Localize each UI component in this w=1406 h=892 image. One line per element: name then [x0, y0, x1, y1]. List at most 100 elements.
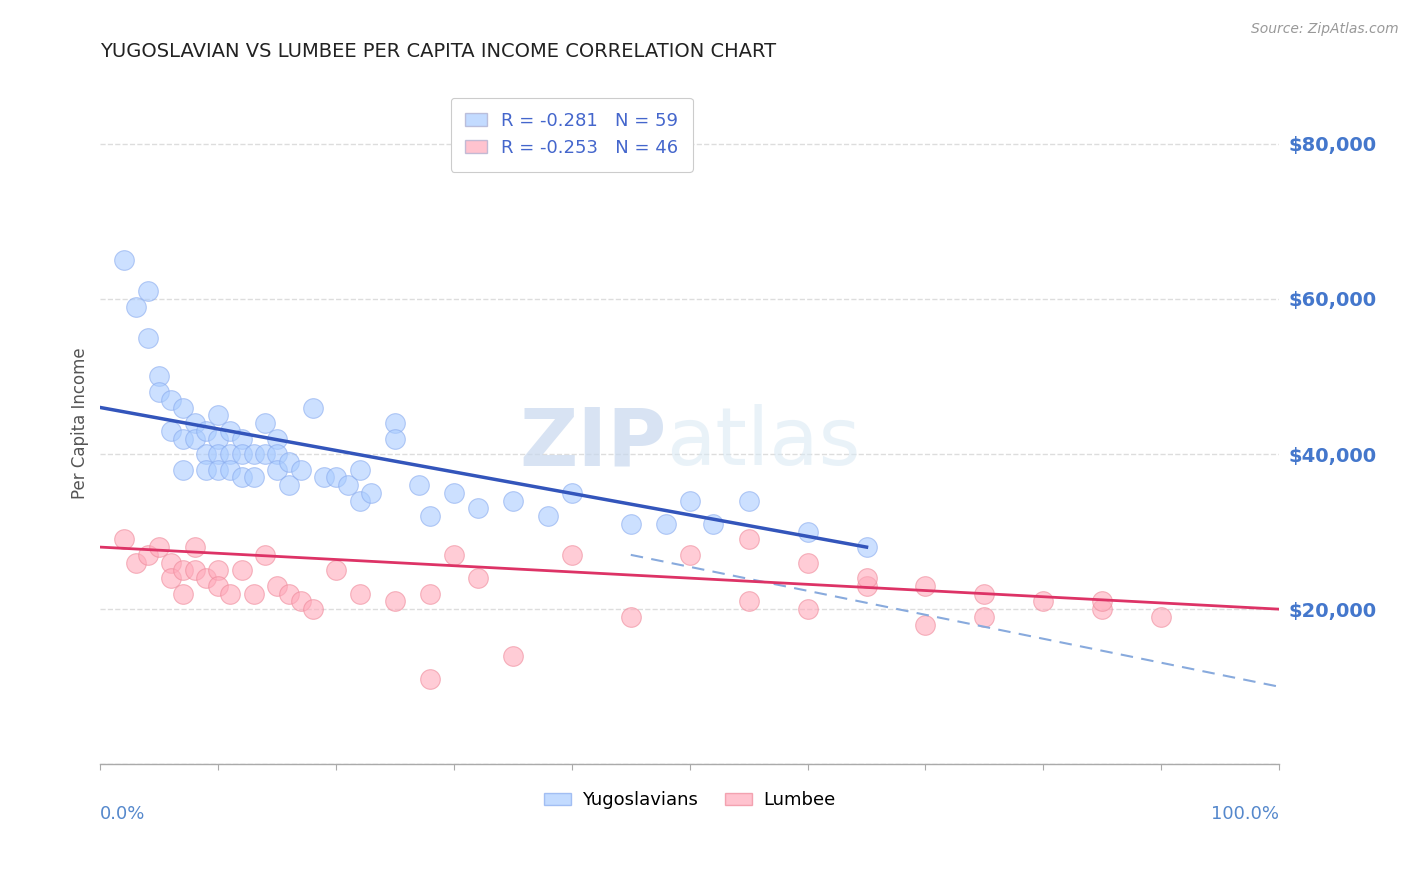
Point [384, 432, 406, 446]
Point [679, 493, 702, 508]
Point [160, 424, 183, 438]
Point [278, 478, 301, 492]
Point [278, 455, 301, 469]
Point [301, 602, 323, 616]
Point [796, 524, 818, 539]
Point [419, 509, 441, 524]
Y-axis label: Per Capita Income: Per Capita Income [72, 347, 89, 499]
Point [207, 563, 229, 577]
Point [467, 501, 489, 516]
Point [219, 424, 242, 438]
Point [620, 516, 643, 531]
Point [183, 416, 205, 430]
Point [1091, 594, 1114, 608]
Text: ZIP: ZIP [519, 404, 666, 483]
Text: Source: ZipAtlas.com: Source: ZipAtlas.com [1251, 22, 1399, 37]
Point [254, 447, 277, 461]
Point [148, 384, 170, 399]
Point [290, 594, 312, 608]
Point [112, 533, 135, 547]
Point [172, 563, 194, 577]
Point [136, 284, 159, 298]
Point [655, 516, 678, 531]
Point [1091, 602, 1114, 616]
Point [360, 485, 382, 500]
Point [336, 478, 359, 492]
Point [172, 401, 194, 415]
Text: atlas: atlas [666, 404, 860, 483]
Point [419, 672, 441, 686]
Point [502, 493, 524, 508]
Point [160, 392, 183, 407]
Point [160, 571, 183, 585]
Point [325, 563, 347, 577]
Point [855, 540, 877, 554]
Point [419, 587, 441, 601]
Point [254, 548, 277, 562]
Point [219, 587, 242, 601]
Point [266, 432, 288, 446]
Point [254, 416, 277, 430]
Point [112, 253, 135, 268]
Point [160, 556, 183, 570]
Point [301, 401, 323, 415]
Point [349, 462, 371, 476]
Point [537, 509, 560, 524]
Point [242, 447, 264, 461]
Point [125, 556, 148, 570]
Point [679, 548, 702, 562]
Point [737, 594, 759, 608]
Point [242, 587, 264, 601]
Point [195, 462, 218, 476]
Point [384, 416, 406, 430]
Point [125, 300, 148, 314]
Point [219, 462, 242, 476]
Point [148, 369, 170, 384]
Point [325, 470, 347, 484]
Point [1032, 594, 1054, 608]
Point [408, 478, 430, 492]
Point [195, 571, 218, 585]
Point [172, 587, 194, 601]
Point [855, 579, 877, 593]
Point [855, 571, 877, 585]
Point [136, 331, 159, 345]
Point [737, 533, 759, 547]
Point [231, 470, 253, 484]
Point [148, 540, 170, 554]
Point [207, 462, 229, 476]
Point [266, 579, 288, 593]
Point [737, 493, 759, 508]
Point [231, 563, 253, 577]
Point [136, 548, 159, 562]
Point [914, 579, 936, 593]
Point [349, 493, 371, 508]
Point [502, 648, 524, 663]
Legend: Yugoslavians, Lumbee: Yugoslavians, Lumbee [537, 784, 842, 817]
Point [973, 587, 995, 601]
Point [384, 594, 406, 608]
Point [561, 485, 583, 500]
Point [207, 579, 229, 593]
Point [702, 516, 724, 531]
Point [973, 610, 995, 624]
Point [796, 602, 818, 616]
Point [349, 587, 371, 601]
Point [620, 610, 643, 624]
Point [183, 563, 205, 577]
Point [231, 432, 253, 446]
Point [278, 587, 301, 601]
Text: 100.0%: 100.0% [1211, 805, 1279, 823]
Point [242, 470, 264, 484]
Point [207, 447, 229, 461]
Point [266, 447, 288, 461]
Point [183, 432, 205, 446]
Point [183, 540, 205, 554]
Text: YUGOSLAVIAN VS LUMBEE PER CAPITA INCOME CORRELATION CHART: YUGOSLAVIAN VS LUMBEE PER CAPITA INCOME … [100, 42, 776, 61]
Point [231, 447, 253, 461]
Point [266, 462, 288, 476]
Point [1150, 610, 1173, 624]
Point [443, 485, 465, 500]
Point [467, 571, 489, 585]
Point [796, 556, 818, 570]
